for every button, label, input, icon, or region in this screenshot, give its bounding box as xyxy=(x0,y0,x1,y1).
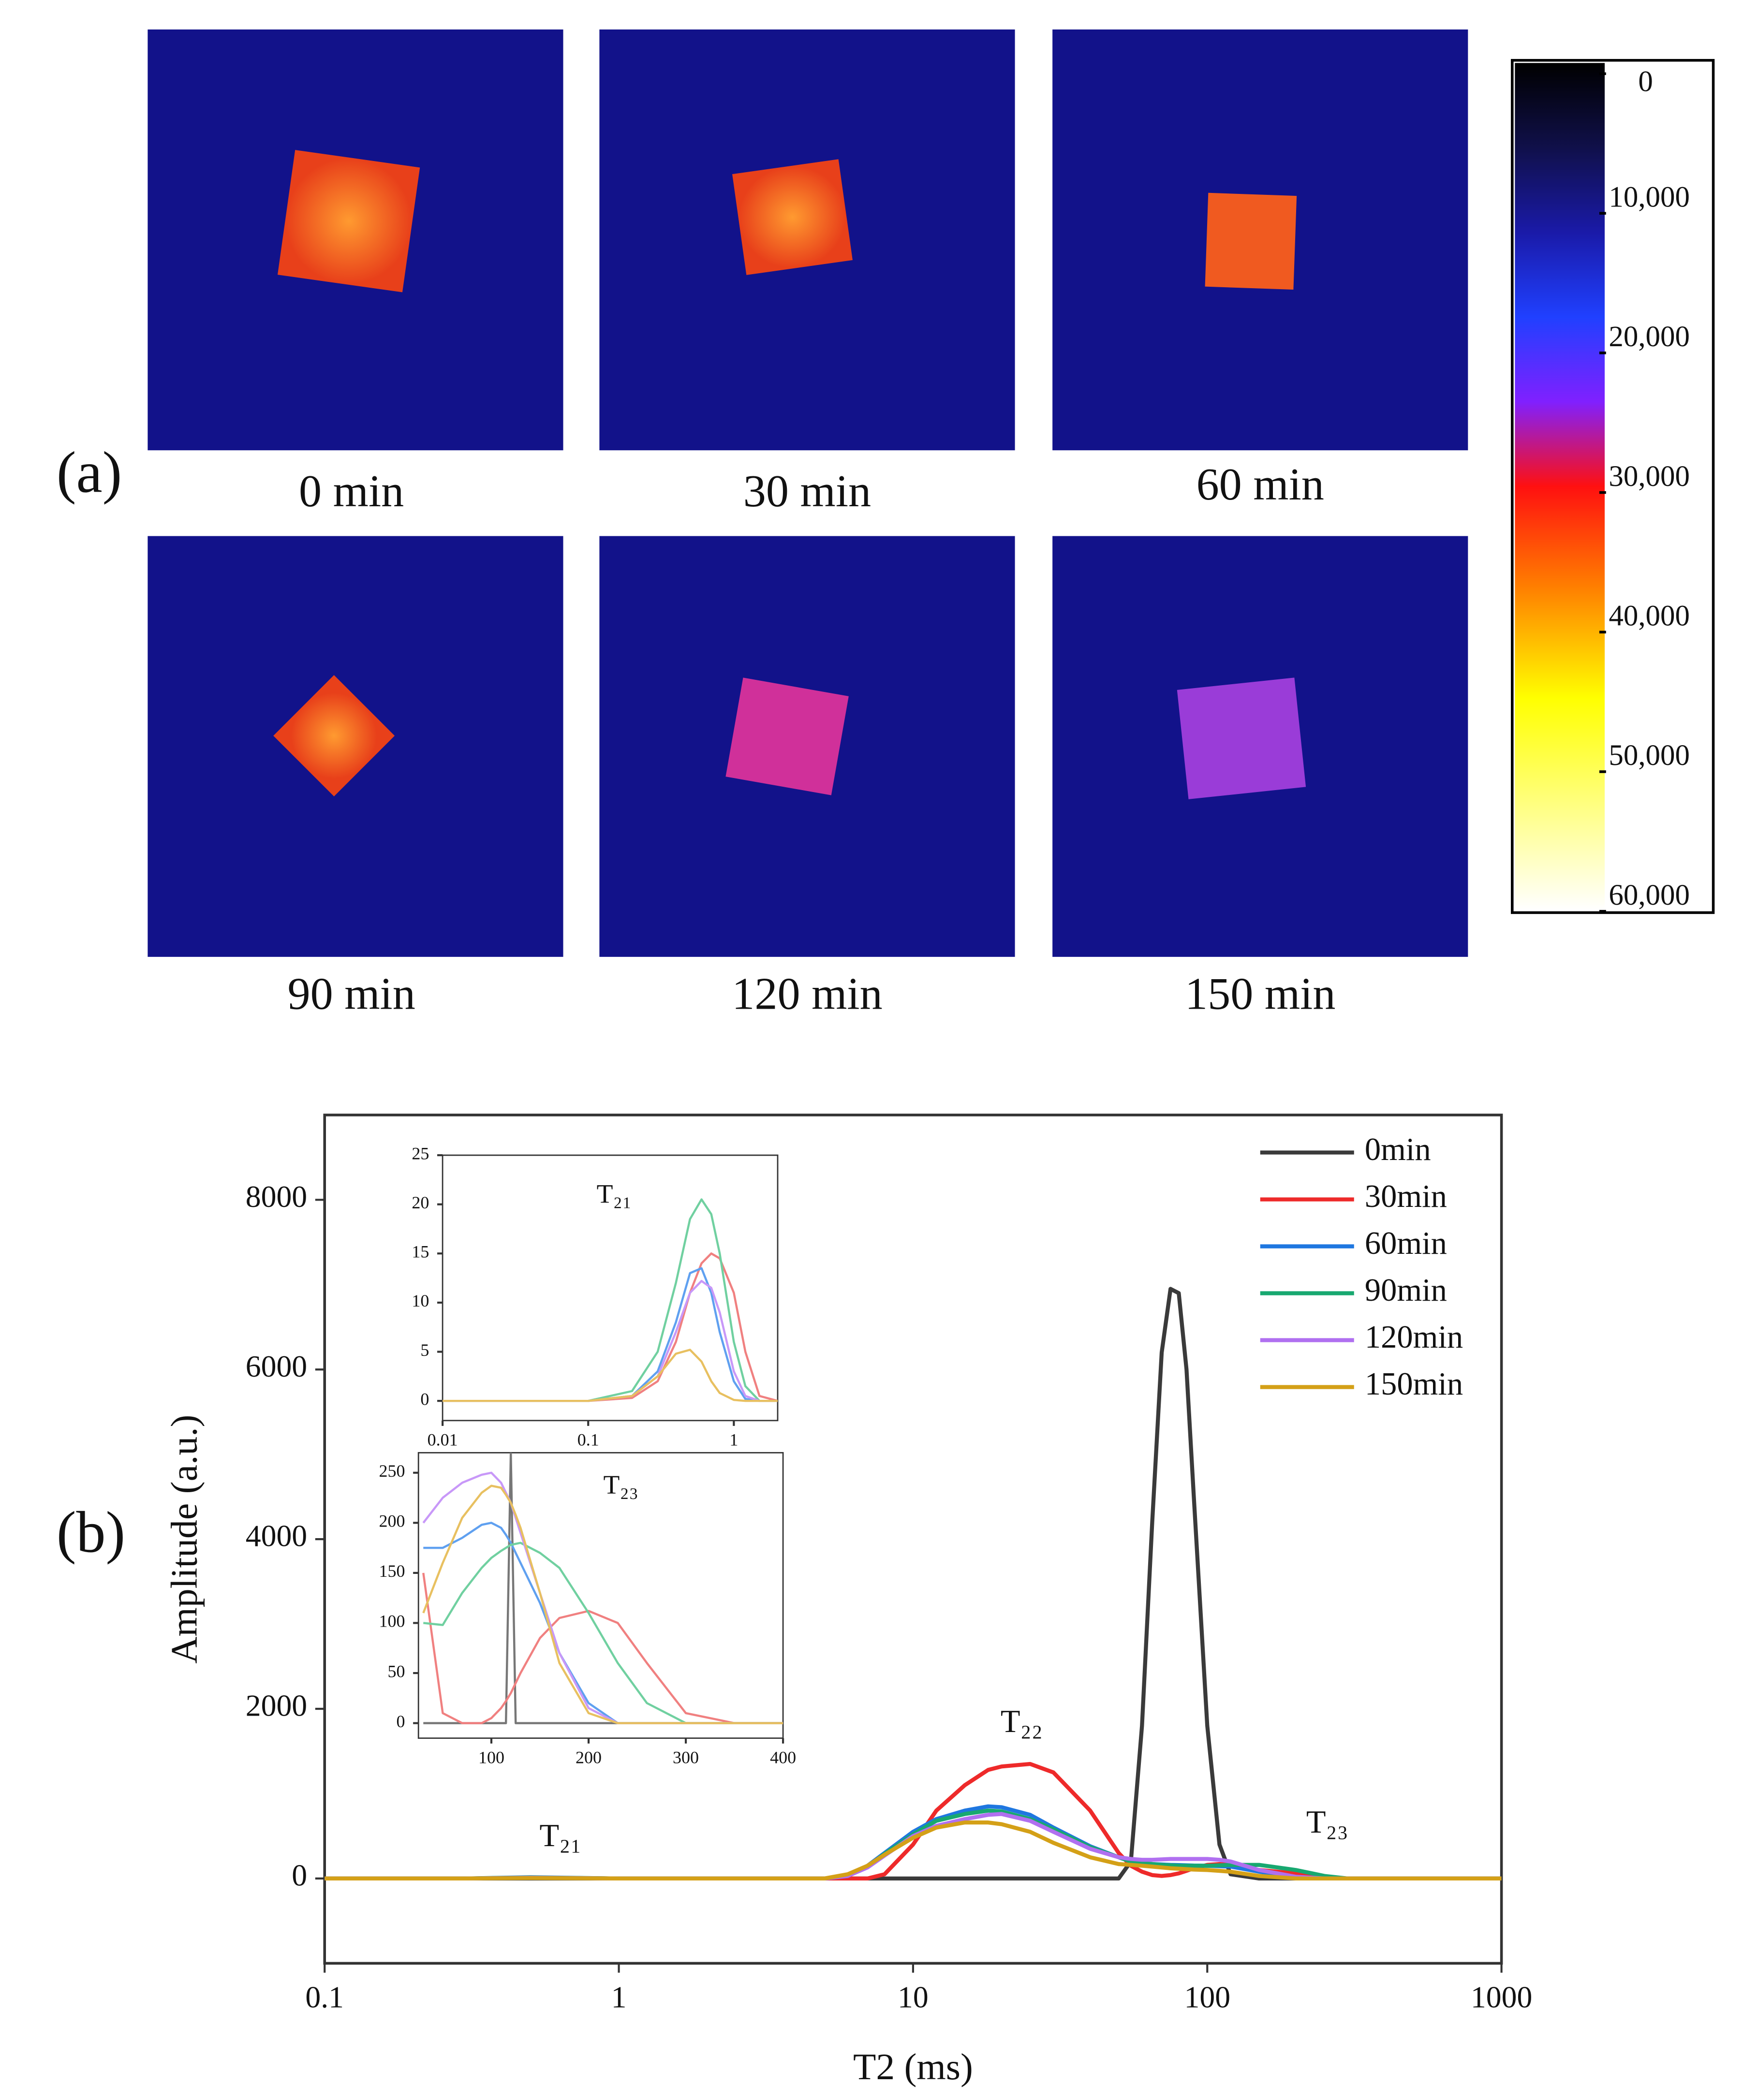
x-tick-label: 200 xyxy=(576,1748,602,1767)
legend-label: 120min xyxy=(1365,1320,1463,1355)
colorbar-frame xyxy=(1511,59,1715,914)
legend-label: 60min xyxy=(1365,1226,1447,1261)
annotation: T₂₁ xyxy=(540,1818,582,1853)
sample xyxy=(732,159,853,275)
inset-title: T₂₁ xyxy=(597,1179,632,1209)
caption: 120 min xyxy=(732,969,882,1019)
y-tick-label: 0 xyxy=(292,1858,307,1892)
series-line xyxy=(443,1198,778,1402)
colorbar-tick-label: 50,000 xyxy=(1609,739,1690,772)
x-axis-label: T2 (ms) xyxy=(853,2046,973,2087)
colorbar-tick-label: 60,000 xyxy=(1609,879,1690,911)
x-tick-label: 0.1 xyxy=(577,1430,599,1450)
series-group xyxy=(325,1287,1502,1881)
x-tick-label: 300 xyxy=(673,1748,699,1767)
y-tick-label: 20 xyxy=(412,1193,429,1212)
x-tick-label: 0.01 xyxy=(428,1430,458,1450)
caption: 60 min xyxy=(1196,459,1324,510)
colorbar xyxy=(1515,63,1605,910)
mri-images xyxy=(148,29,1468,957)
sample xyxy=(277,150,420,293)
series-line xyxy=(423,1542,783,1724)
y-tick-label: 250 xyxy=(379,1461,405,1481)
y-tick-label: 5 xyxy=(420,1340,429,1360)
y-tick-label: 6000 xyxy=(246,1349,307,1383)
annotation: T₂₃ xyxy=(1306,1805,1348,1840)
series-line xyxy=(443,1349,778,1402)
sample xyxy=(725,677,849,795)
series-group xyxy=(443,1198,778,1402)
colorbar-tick-label: 40,000 xyxy=(1609,600,1690,632)
x-tick-label: 1000 xyxy=(1471,1980,1532,2014)
caption: 0 min xyxy=(299,466,404,516)
x-tick-label: 10 xyxy=(898,1980,929,2014)
y-tick-label: 8000 xyxy=(246,1179,307,1214)
y-tick-label: 100 xyxy=(379,1612,405,1631)
x-tick-label: 1 xyxy=(729,1430,738,1450)
colorbar-tick-label: 10,000 xyxy=(1609,181,1690,213)
plot-frame xyxy=(417,1452,784,1739)
legend-label: 0min xyxy=(1365,1132,1431,1167)
colorbar-tick-label: 20,000 xyxy=(1609,321,1690,353)
y-axis-label: Amplitude (a.u.) xyxy=(163,1415,205,1664)
x-tick-label: 0.1 xyxy=(305,1980,344,2014)
y-tick-label: 50 xyxy=(387,1661,405,1681)
series-line xyxy=(443,1252,778,1402)
caption: 30 min xyxy=(743,466,871,516)
y-tick-label: 0 xyxy=(396,1712,405,1731)
colorbar-tick-label: 0 xyxy=(1638,66,1653,98)
sample xyxy=(1177,677,1306,799)
colorbar-tick-label: 30,000 xyxy=(1609,460,1690,493)
y-tick-label: 25 xyxy=(412,1144,429,1163)
y-tick-label: 150 xyxy=(379,1561,405,1581)
series-line xyxy=(325,1820,1502,1881)
y-tick-label: 15 xyxy=(412,1242,429,1262)
x-tick-label: 100 xyxy=(478,1748,504,1767)
x-tick-label: 100 xyxy=(1184,1980,1230,2014)
annotation: T₂₂ xyxy=(1001,1704,1043,1739)
y-tick-label: 2000 xyxy=(246,1689,307,1723)
panel-label: (a) xyxy=(57,440,122,505)
legend-label: 90min xyxy=(1365,1273,1447,1308)
sample xyxy=(1205,192,1297,290)
series-line xyxy=(422,1484,783,1724)
panel-label: (b) xyxy=(57,1500,125,1565)
plot-frame xyxy=(442,1154,779,1422)
y-tick-label: 10 xyxy=(412,1291,429,1310)
y-tick-label: 4000 xyxy=(246,1519,307,1553)
caption: 90 min xyxy=(287,969,415,1019)
y-tick-label: 0 xyxy=(420,1389,429,1409)
caption: 150 min xyxy=(1185,969,1335,1019)
x-tick-label: 400 xyxy=(770,1748,796,1767)
x-tick-label: 1 xyxy=(611,1980,627,2014)
series-group xyxy=(422,1453,783,1724)
legend-label: 30min xyxy=(1365,1179,1447,1214)
legend-label: 150min xyxy=(1365,1366,1463,1402)
series-line xyxy=(422,1572,783,1724)
inset-title: T₂₃ xyxy=(603,1470,638,1499)
y-tick-label: 200 xyxy=(379,1512,405,1531)
